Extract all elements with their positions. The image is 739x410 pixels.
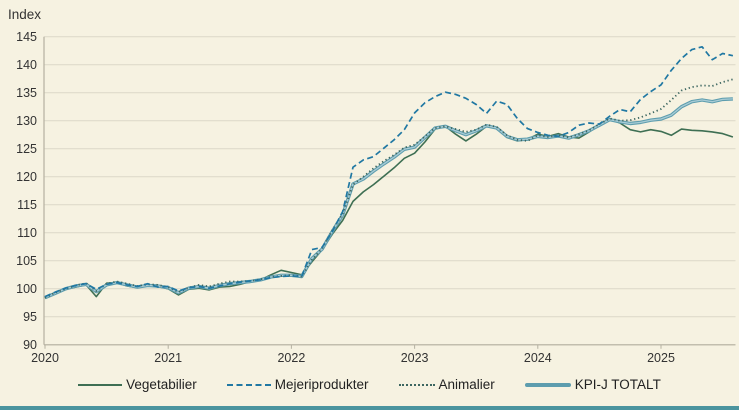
y-tick-label: 130 xyxy=(16,114,37,128)
y-tick-label: 100 xyxy=(16,282,37,296)
legend-line-kpij-totalt-icon xyxy=(524,382,571,387)
x-tick-label: 2023 xyxy=(401,351,429,365)
chart-legend: Vegetabilier Mejeriprodukter Animalier K… xyxy=(0,377,739,392)
legend-item-animalier: Animalier xyxy=(398,377,495,392)
legend-label-kpij-totalt: KPI-J TOTALT xyxy=(574,377,661,392)
chart-svg: Index 90 95 100 105 110 115 120 125 130 135 140 145… xyxy=(8,7,736,365)
y-tick-label: 140 xyxy=(16,58,37,72)
legend-item-mejeriprodukter: Mejeriprodukter xyxy=(226,377,369,392)
x-tick-label: 2021 xyxy=(154,351,182,365)
legend-line-mejeriprodukter-icon xyxy=(226,383,271,386)
legend-line-animalier-icon xyxy=(398,383,435,386)
legend-item-vegetabilier: Vegetabilier xyxy=(78,377,197,392)
y-tick-label: 95 xyxy=(23,310,37,324)
chart-axis-labels-group: 90 95 100 105 110 115 120 125 130 135 140 145 2020 20… xyxy=(16,30,675,365)
legend-item-kpij-totalt: KPI-J TOTALT xyxy=(524,377,661,392)
y-tick-label: 120 xyxy=(16,170,37,184)
y-tick-label: 110 xyxy=(17,226,37,240)
series-line-vegetabilier xyxy=(44,118,734,300)
y-tick-label: 105 xyxy=(16,254,37,268)
legend-label-vegetabilier: Vegetabilier xyxy=(126,377,197,392)
chart-series-group xyxy=(44,45,734,300)
y-tick-label: 135 xyxy=(16,86,37,100)
series-line-kpi-j-totalt-inner xyxy=(44,98,733,299)
series-line-mejeriprodukter xyxy=(44,45,734,298)
x-tick-label: 2024 xyxy=(524,351,552,365)
y-axis-title: Index xyxy=(8,7,41,22)
legend-label-animalier: Animalier xyxy=(438,377,495,392)
legend-line-vegetabilier-icon xyxy=(78,383,123,386)
footer-accent-bar xyxy=(0,406,739,410)
y-tick-label: 125 xyxy=(16,142,37,156)
x-tick-label: 2025 xyxy=(647,351,675,365)
chart-grid-group xyxy=(43,36,736,349)
x-tick-label: 2020 xyxy=(31,351,59,365)
legend-label-mejeriprodukter: Mejeriprodukter xyxy=(274,377,369,392)
y-tick-label: 115 xyxy=(17,198,37,212)
y-tick-label: 90 xyxy=(23,338,37,352)
x-tick-label: 2022 xyxy=(277,351,305,365)
series-line-animalier xyxy=(44,78,734,299)
y-tick-label: 145 xyxy=(16,30,37,44)
